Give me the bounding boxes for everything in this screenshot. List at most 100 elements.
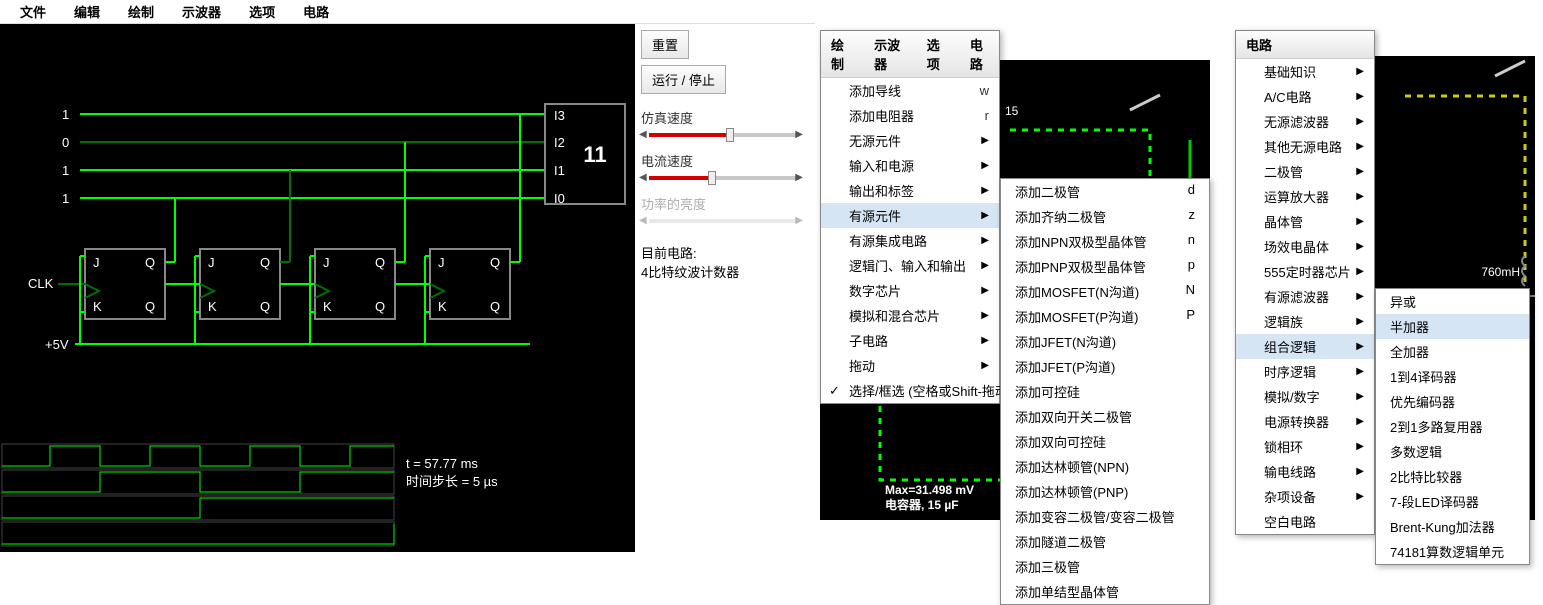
circuit-menu-item-11[interactable]: 组合逻辑▶	[1236, 334, 1374, 359]
active-sub-item-14[interactable]: 添加隧道二极管	[1001, 529, 1209, 554]
circuit-menu-item-2[interactable]: 无源滤波器▶	[1236, 109, 1374, 134]
circuit-menu-item-17[interactable]: 杂项设备▶	[1236, 484, 1374, 509]
menu-options[interactable]: 选项	[235, 2, 289, 21]
circuit-menu-item-5[interactable]: 运算放大器▶	[1236, 184, 1374, 209]
rail-val-0: 1	[62, 107, 69, 122]
active-sub-item-12[interactable]: 添加达林顿管(PNP)	[1001, 479, 1209, 504]
circuit-menu-item-12[interactable]: 时序逻辑▶	[1236, 359, 1374, 384]
sim-speed-slider[interactable]: 仿真速度 ◀ ▶	[641, 108, 809, 143]
svg-text:K: K	[323, 299, 332, 314]
draw-menu-item-2[interactable]: 无源元件▶	[821, 128, 999, 153]
svg-text:J: J	[323, 255, 330, 270]
active-sub-item-4[interactable]: 添加MOSFET(N沟道)N	[1001, 279, 1209, 304]
menu-draw[interactable]: 绘制	[114, 2, 168, 21]
svg-text:Q: Q	[260, 255, 270, 270]
sidebar: 重置 运行 / 停止 仿真速度 ◀ ▶ 电流速度 ◀ ▶ 功率的亮度	[635, 24, 815, 552]
svg-text:Q: Q	[260, 299, 270, 314]
draw-menu-item-11[interactable]: 拖动▶	[821, 353, 999, 378]
draw-menu-item-12[interactable]: ✓选择/框选 (空格或Shift-拖动)	[821, 378, 999, 403]
p2-foot-max: Max=31.498 mV	[885, 483, 974, 499]
comb-sub-item-9[interactable]: Brent-Kung加法器	[1376, 514, 1529, 539]
active-sub-item-2[interactable]: 添加NPN双极型晶体管n	[1001, 229, 1209, 254]
scope-area[interactable]	[0, 442, 635, 552]
circuit-menu-item-14[interactable]: 电源转换器▶	[1236, 409, 1374, 434]
comb-sub-item-6[interactable]: 多数逻辑	[1376, 439, 1529, 464]
comb-sub-item-4[interactable]: 优先编码器	[1376, 389, 1529, 414]
draw-menu-item-6[interactable]: 有源集成电路▶	[821, 228, 999, 253]
active-sub-item-7[interactable]: 添加JFET(P沟道)	[1001, 354, 1209, 379]
p3-head-circ[interactable]: 电路	[1246, 35, 1272, 54]
combinational-submenu[interactable]: 异或半加器全加器1到4译码器优先编码器2到1多路复用器多数逻辑2比特比较器7-段…	[1375, 288, 1530, 565]
draw-menu-item-7[interactable]: 逻辑门、输入和输出▶	[821, 253, 999, 278]
draw-menu-item-9[interactable]: 模拟和混合芯片▶	[821, 303, 999, 328]
active-sub-item-10[interactable]: 添加双向可控硅	[1001, 429, 1209, 454]
active-sub-item-3[interactable]: 添加PNP双极型晶体管p	[1001, 254, 1209, 279]
active-sub-item-16[interactable]: 添加单结型晶体管	[1001, 579, 1209, 604]
circuit-menu-item-9[interactable]: 有源滤波器▶	[1236, 284, 1374, 309]
comb-sub-item-2[interactable]: 全加器	[1376, 339, 1529, 364]
reset-button[interactable]: 重置	[641, 30, 689, 59]
disp-pin-i0: I0	[554, 191, 565, 206]
runstop-button[interactable]: 运行 / 停止	[641, 65, 726, 94]
circuit-menu-item-15[interactable]: 锁相环▶	[1236, 434, 1374, 459]
p2-head-scope[interactable]: 示波器	[874, 35, 903, 73]
active-sub-item-15[interactable]: 添加三极管	[1001, 554, 1209, 579]
current-speed-thumb[interactable]	[708, 171, 716, 185]
circuit-menu-item-18[interactable]: 空白电路	[1236, 509, 1374, 534]
active-sub-item-5[interactable]: 添加MOSFET(P沟道)P	[1001, 304, 1209, 329]
panel3: 760mH Max=117.93 电阻器, 15 电路 基础知识▶A/C电路▶无…	[1235, 30, 1535, 520]
active-sub-item-9[interactable]: 添加双向开关二极管	[1001, 404, 1209, 429]
comb-sub-item-7[interactable]: 2比特比较器	[1376, 464, 1529, 489]
svg-text:Q: Q	[490, 299, 500, 314]
menu-scopes[interactable]: 示波器	[168, 2, 235, 21]
active-sub-item-1[interactable]: 添加齐纳二极管z	[1001, 204, 1209, 229]
sim-speed-thumb[interactable]	[726, 128, 734, 142]
comb-sub-item-0[interactable]: 异或	[1376, 289, 1529, 314]
comb-sub-item-1[interactable]: 半加器	[1376, 314, 1529, 339]
svg-text:J: J	[93, 255, 100, 270]
active-sub-item-6[interactable]: 添加JFET(N沟道)	[1001, 329, 1209, 354]
disp-pin-i1: I1	[554, 163, 565, 178]
active-sub-item-8[interactable]: 添加可控硅	[1001, 379, 1209, 404]
p2-head-opts[interactable]: 选项	[927, 35, 946, 73]
draw-menu-item-10[interactable]: 子电路▶	[821, 328, 999, 353]
menu-circuit[interactable]: 电路	[289, 2, 343, 21]
draw-menu-item-5[interactable]: 有源元件▶	[821, 203, 999, 228]
menu-edit[interactable]: 编辑	[60, 2, 114, 21]
comb-sub-item-8[interactable]: 7-段LED译码器	[1376, 489, 1529, 514]
circuit-menu-item-13[interactable]: 模拟/数字▶	[1236, 384, 1374, 409]
circuit-menu[interactable]: 电路 基础知识▶A/C电路▶无源滤波器▶其他无源电路▶二极管▶运算放大器▶晶体管…	[1235, 30, 1375, 535]
circuit-menu-item-4[interactable]: 二极管▶	[1236, 159, 1374, 184]
circuit-menu-item-8[interactable]: 555定时器芯片▶	[1236, 259, 1374, 284]
comb-sub-item-5[interactable]: 2到1多路复用器	[1376, 414, 1529, 439]
circuit-menu-item-0[interactable]: 基础知识▶	[1236, 59, 1374, 84]
current-speed-slider[interactable]: 电流速度 ◀ ▶	[641, 151, 809, 186]
draw-menu-item-1[interactable]: 添加电阻器r	[821, 103, 999, 128]
circuit-menu-item-3[interactable]: 其他无源电路▶	[1236, 134, 1374, 159]
draw-menu-item-8[interactable]: 数字芯片▶	[821, 278, 999, 303]
circuit-menu-item-16[interactable]: 输电线路▶	[1236, 459, 1374, 484]
active-components-submenu[interactable]: 添加二极管d添加齐纳二极管z添加NPN双极型晶体管n添加PNP双极型晶体管p添加…	[1000, 178, 1210, 605]
p2-head-draw[interactable]: 绘制	[831, 35, 850, 73]
menu-file[interactable]: 文件	[6, 2, 60, 21]
svg-text:15: 15	[1005, 104, 1019, 118]
active-sub-item-11[interactable]: 添加达林顿管(NPN)	[1001, 454, 1209, 479]
draw-menu-item-0[interactable]: 添加导线w	[821, 78, 999, 103]
p2-head-circ[interactable]: 电路	[970, 35, 989, 73]
active-sub-item-0[interactable]: 添加二极管d	[1001, 179, 1209, 204]
rail-val-2: 1	[62, 163, 69, 178]
draw-menu[interactable]: 绘制 示波器 选项 电路 添加导线w添加电阻器r无源元件▶输入和电源▶输出和标签…	[820, 30, 1000, 404]
comb-sub-item-3[interactable]: 1到4译码器	[1376, 364, 1529, 389]
circuit-menu-item-7[interactable]: 场效电晶体▶	[1236, 234, 1374, 259]
svg-text:Q: Q	[375, 299, 385, 314]
current-circuit-label: 目前电路:	[641, 243, 809, 262]
circuit-menu-item-1[interactable]: A/C电路▶	[1236, 84, 1374, 109]
circuit-menu-item-6[interactable]: 晶体管▶	[1236, 209, 1374, 234]
svg-text:760mH: 760mH	[1481, 265, 1520, 279]
disp-pin-i2: I2	[554, 135, 565, 150]
active-sub-item-13[interactable]: 添加变容二极管/变容二极管	[1001, 504, 1209, 529]
circuit-canvas[interactable]: 1 0 1 1 I3 I2 I1 I0 11 JQ KQ JQKQ JQKQ J…	[0, 24, 635, 444]
draw-menu-item-3[interactable]: 输入和电源▶	[821, 153, 999, 178]
circuit-menu-item-10[interactable]: 逻辑族▶	[1236, 309, 1374, 334]
draw-menu-item-4[interactable]: 输出和标签▶	[821, 178, 999, 203]
